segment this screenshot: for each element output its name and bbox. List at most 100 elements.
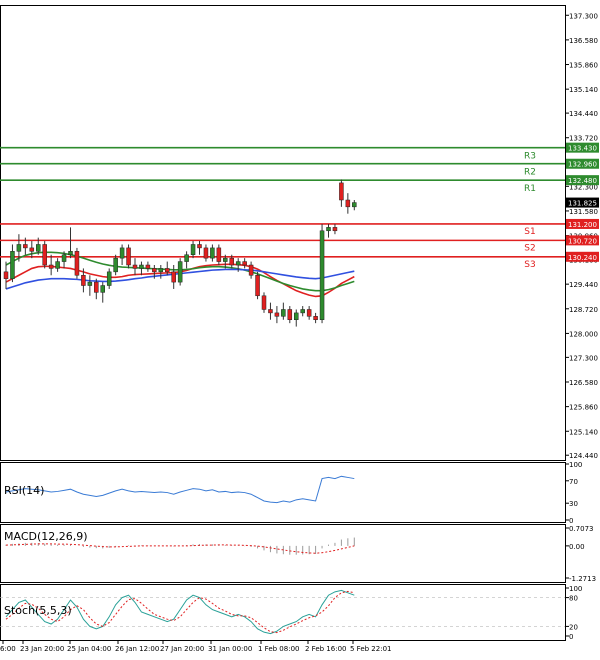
price-tick-label: 132.300 bbox=[569, 183, 598, 191]
time-tick-label: 25 Jan 04:00 bbox=[67, 645, 111, 653]
candle-body bbox=[287, 309, 293, 320]
level-price-label-s1: 131.200 bbox=[568, 221, 597, 229]
stoch-label: Stoch(5,5,3) bbox=[4, 604, 72, 617]
candle-body bbox=[274, 312, 280, 317]
level-price-label-s2: 130.720 bbox=[568, 237, 597, 245]
macd-tick-label: 0.00 bbox=[569, 543, 585, 551]
level-price-label-r1: 132.480 bbox=[568, 177, 597, 185]
macd-label: MACD(12,26,9) bbox=[4, 530, 88, 543]
stoch-tick-label: 100 bbox=[569, 585, 582, 593]
time-tick-label: 27 Jan 20:00 bbox=[160, 645, 204, 653]
candle-body bbox=[300, 309, 305, 314]
candle-body bbox=[55, 261, 60, 269]
price-tick-label: 125.140 bbox=[569, 428, 598, 436]
panel-frame-stoch bbox=[0, 584, 566, 641]
level-price-label-r3: 133.430 bbox=[568, 145, 597, 153]
candle-body bbox=[216, 247, 222, 262]
rsi-tick-label: 70 bbox=[569, 478, 578, 486]
time-tick-label: 6:00 bbox=[0, 645, 16, 653]
macd-tick-label: 0.7073 bbox=[569, 525, 594, 533]
level-price-box-s3 bbox=[566, 251, 599, 262]
stoch-tick-label: 20 bbox=[569, 623, 578, 631]
level-name-r2: R2 bbox=[524, 168, 536, 178]
rsi-tick-label: 100 bbox=[569, 461, 582, 469]
price-tick-label: 136.580 bbox=[569, 37, 598, 45]
candle-body bbox=[36, 244, 41, 252]
candle-body bbox=[184, 254, 189, 262]
price-tick-label: 133.720 bbox=[569, 135, 598, 143]
candle-body bbox=[223, 257, 228, 262]
level-name-s1: S1 bbox=[524, 227, 535, 237]
price-tick-label: 135.140 bbox=[569, 86, 598, 94]
level-price-box-r1 bbox=[566, 175, 599, 186]
macd-tick-label: -1.2713 bbox=[569, 575, 596, 583]
candle-body bbox=[268, 309, 273, 314]
candle-body bbox=[10, 251, 15, 279]
time-tick-label: 2 Feb 16:00 bbox=[305, 645, 346, 653]
time-tick-label: 26 Jan 12:00 bbox=[115, 645, 159, 653]
candle-body bbox=[74, 251, 80, 276]
level-name-s2: S2 bbox=[524, 243, 535, 253]
price-tick-label: 127.300 bbox=[569, 354, 598, 362]
candle-body bbox=[203, 247, 209, 259]
price-tick-label: 135.860 bbox=[569, 62, 598, 70]
level-price-label-r2: 132.960 bbox=[568, 161, 597, 169]
candle-body bbox=[281, 309, 286, 317]
candle-body bbox=[255, 275, 260, 297]
current-price-label: 131.825 bbox=[568, 200, 597, 208]
candle-body bbox=[345, 199, 351, 208]
time-tick-label: 5 Feb 22:01 bbox=[350, 645, 391, 653]
rsi-label: RSI(14) bbox=[4, 484, 44, 497]
time-tick-label: 31 Jan 00:00 bbox=[208, 645, 252, 653]
level-price-box-s2 bbox=[566, 235, 599, 246]
candle-body bbox=[261, 295, 267, 310]
candle-body bbox=[210, 247, 215, 259]
panel-frame-rsi bbox=[0, 462, 566, 523]
candle-body bbox=[16, 244, 22, 252]
candle-body bbox=[306, 309, 312, 317]
candle-body bbox=[165, 268, 170, 273]
price-tick-label: 131.580 bbox=[569, 208, 598, 216]
stoch-k-line bbox=[5, 589, 355, 635]
candle-body bbox=[190, 244, 196, 255]
candle-body bbox=[229, 257, 234, 266]
level-price-box-r2 bbox=[566, 158, 599, 169]
stoch-tick-label: 0 bbox=[569, 633, 573, 641]
candle-body bbox=[132, 264, 138, 269]
level-price-box-s1 bbox=[566, 218, 599, 229]
time-tick-label: 1 Feb 08:00 bbox=[258, 645, 299, 653]
candle-body bbox=[94, 281, 99, 293]
candle-body bbox=[248, 264, 254, 276]
candle-body bbox=[158, 268, 164, 273]
candle-body bbox=[29, 247, 35, 252]
candle-body bbox=[197, 244, 202, 249]
candle-body bbox=[106, 271, 112, 286]
price-tick-label: 128.720 bbox=[569, 306, 598, 314]
candle-body bbox=[119, 247, 125, 259]
price-tick-label: 128.000 bbox=[569, 330, 598, 338]
candle-body bbox=[61, 254, 67, 262]
level-name-s3: S3 bbox=[524, 260, 535, 270]
candle-body bbox=[100, 285, 105, 293]
candle-body bbox=[326, 227, 331, 232]
candle-body bbox=[339, 182, 344, 201]
candle-body bbox=[68, 251, 73, 255]
candle-body bbox=[171, 271, 176, 283]
candle-body bbox=[352, 202, 357, 208]
candle-body bbox=[81, 275, 86, 286]
stoch-tick-label: 80 bbox=[569, 595, 578, 603]
rsi-tick-label: 30 bbox=[569, 500, 578, 508]
rsi-tick-label: 0 bbox=[569, 517, 573, 525]
candle-body bbox=[3, 271, 9, 279]
panel-frame-main bbox=[0, 5, 566, 461]
candle-body bbox=[242, 261, 247, 266]
time-tick-label: 23 Jan 20:00 bbox=[20, 645, 64, 653]
candle-body bbox=[126, 247, 131, 266]
candle-body bbox=[152, 268, 157, 273]
candle-body bbox=[332, 227, 338, 232]
price-tick-label: 124.440 bbox=[569, 452, 598, 460]
candle-body bbox=[235, 261, 241, 266]
candle-body bbox=[313, 316, 318, 320]
